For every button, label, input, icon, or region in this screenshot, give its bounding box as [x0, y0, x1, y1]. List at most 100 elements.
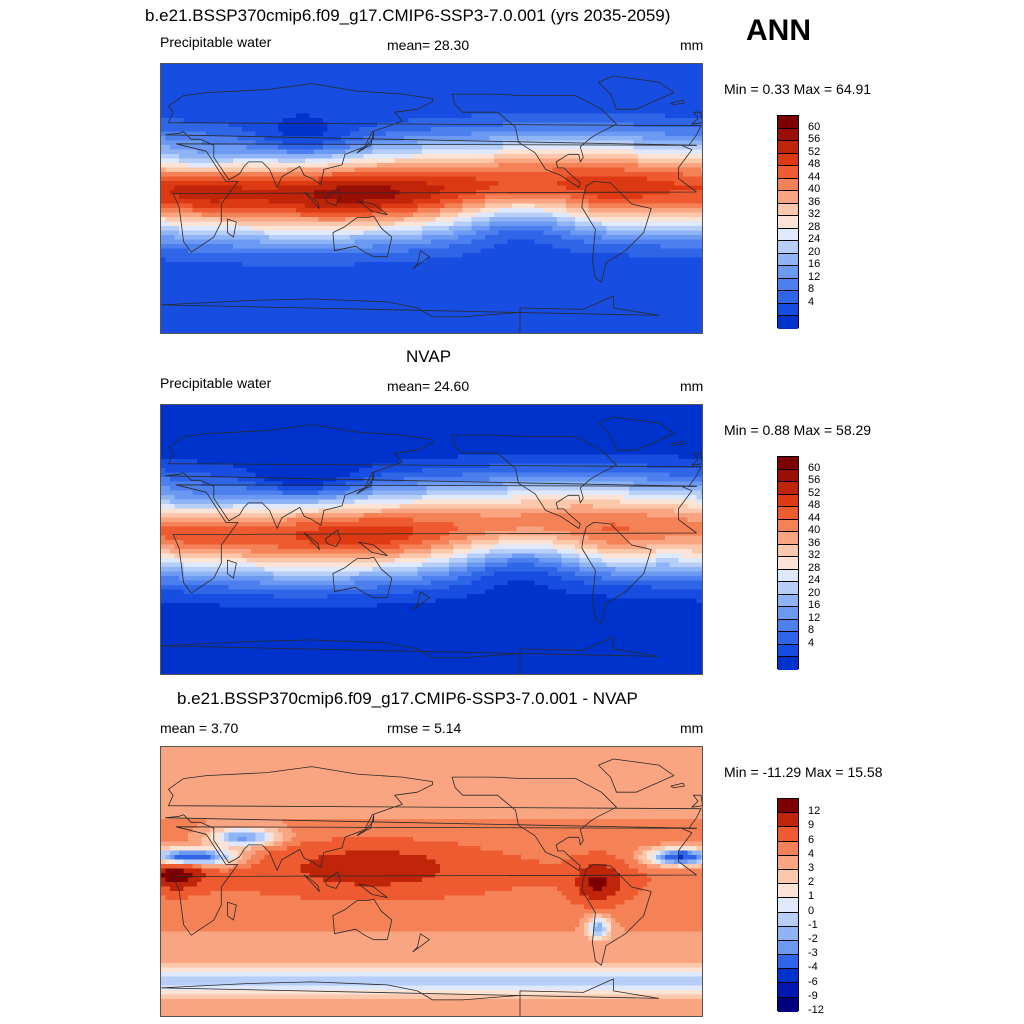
coastline [451, 93, 617, 188]
panel-mean-label: mean = 3.70 [160, 720, 238, 736]
colorbar-level-label: 32 [808, 208, 820, 220]
colorbar-swatch [778, 940, 798, 956]
colorbar-swatch [778, 632, 798, 645]
colorbar-level-label: 32 [808, 549, 820, 561]
colorbar-swatch [778, 644, 798, 658]
coastline [581, 864, 652, 966]
colorbar-level-label: 52 [808, 487, 820, 499]
coastline [227, 559, 237, 579]
nvap-coastlines [161, 416, 702, 674]
colorbar-level-label: 56 [808, 133, 820, 145]
colorbar-level-label: 24 [808, 233, 820, 245]
colorbar-level-label: -6 [808, 976, 818, 988]
colorbar-level-label: 6 [808, 834, 814, 846]
coastline [324, 871, 341, 889]
map-model-field [161, 64, 702, 333]
colorbar-level-label: 44 [808, 512, 820, 524]
coastline [332, 215, 393, 258]
colorbar-level-label: 12 [808, 805, 820, 817]
colorbar-swatch [778, 983, 798, 998]
panel-heading: NVAP [406, 347, 451, 367]
colorbar-swatch [778, 884, 798, 899]
panel-mean-label: mean= 28.30 [387, 37, 469, 53]
colorbar-swatch [778, 969, 798, 984]
colorbar-level-label: 60 [808, 462, 820, 474]
panel-mean-label: mean= 24.60 [387, 378, 469, 394]
colorbar-swatch [778, 557, 798, 570]
coastline [172, 484, 697, 594]
panel-rmse-label: rmse = 5.14 [387, 720, 461, 736]
colorbar-level-label: -12 [808, 1004, 824, 1016]
panel-heading: b.e21.BSSP370cmip6.f09_g17.CMIP6-SSP3-7.… [177, 689, 638, 709]
coastline [412, 933, 430, 953]
colorbar-swatches [777, 115, 799, 329]
coastline [165, 766, 702, 871]
colorbar-level-label: 8 [808, 283, 814, 295]
map-obs [160, 404, 703, 675]
colorbar-level-label: 20 [808, 246, 820, 258]
colorbar-swatch [778, 519, 798, 533]
model-coastlines [161, 75, 702, 333]
coastline [358, 541, 388, 557]
coastline [670, 440, 685, 446]
coastline [581, 522, 652, 624]
colorbar-swatch [778, 141, 798, 154]
coastline [227, 901, 237, 921]
coastline [172, 143, 697, 253]
coastline [597, 75, 675, 110]
colorbar-swatch [778, 203, 798, 217]
colorbar-swatch [778, 469, 798, 483]
colorbar-level-label: 3 [808, 862, 814, 874]
colorbar-swatch [778, 799, 798, 814]
panel-units-label: mm [680, 378, 703, 394]
coastline [332, 898, 393, 941]
colorbar-level-label: 36 [808, 537, 820, 549]
coastline [412, 250, 430, 270]
coastline [358, 200, 388, 216]
model-precipitable-water-field [161, 64, 702, 333]
colorbar-swatch [778, 507, 798, 520]
colorbar-level-label: 9 [808, 819, 814, 831]
colorbar-level-label: 48 [808, 499, 820, 511]
colorbar-level-label: 2 [808, 876, 814, 888]
coastline [172, 826, 697, 936]
colorbar-level-label: 52 [808, 146, 820, 158]
colorbar-level-label: 40 [808, 183, 820, 195]
colorbar-level-label: 12 [808, 612, 820, 624]
coastline [324, 188, 341, 206]
colorbar-swatch [778, 482, 798, 495]
nvap-precipitable-water-field [161, 405, 702, 674]
coastline [451, 776, 617, 871]
colorbar-level-label: 12 [808, 271, 820, 283]
coastline [332, 556, 393, 599]
coastline [303, 191, 320, 209]
colorbar-swatch [778, 813, 798, 828]
figure-title: b.e21.BSSP370cmip6.f09_g17.CMIP6-SSP3-7.… [145, 6, 670, 26]
coastline [356, 472, 375, 495]
difference-coastlines [161, 758, 702, 1016]
colorbar-swatch [778, 166, 798, 179]
panel-units-label: mm [680, 720, 703, 736]
panel-minmax-label: Min = 0.88 Max = 58.29 [724, 422, 871, 438]
colorbar-level-label: 40 [808, 524, 820, 536]
colorbar-swatches [777, 798, 799, 1012]
colorbar-swatch [778, 153, 798, 167]
colorbar-swatch [778, 494, 798, 508]
coastline [670, 99, 685, 105]
colorbar-level-label: -9 [808, 990, 818, 1002]
colorbar-swatch [778, 216, 798, 229]
colorbar-swatch [778, 926, 798, 941]
colorbar-swatch [778, 253, 798, 267]
colorbar-swatch [778, 316, 798, 329]
coastline [691, 111, 702, 125]
coastline [161, 295, 660, 333]
colorbar-level-label: 44 [808, 171, 820, 183]
colorbar-level-label: 36 [808, 196, 820, 208]
colorbar-swatch [778, 582, 798, 595]
colorbar-swatch [778, 997, 798, 1012]
colorbar-swatch [778, 278, 798, 292]
colorbar-level-label: -3 [808, 947, 818, 959]
panel-minmax-label: Min = -11.29 Max = 15.58 [724, 764, 883, 780]
colorbar-swatch [778, 657, 798, 670]
panel-variable-label: Precipitable water [160, 34, 271, 50]
